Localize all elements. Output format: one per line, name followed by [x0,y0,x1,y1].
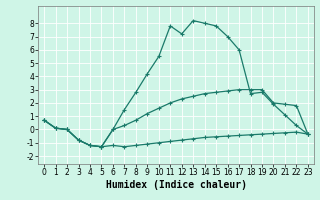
X-axis label: Humidex (Indice chaleur): Humidex (Indice chaleur) [106,180,246,190]
